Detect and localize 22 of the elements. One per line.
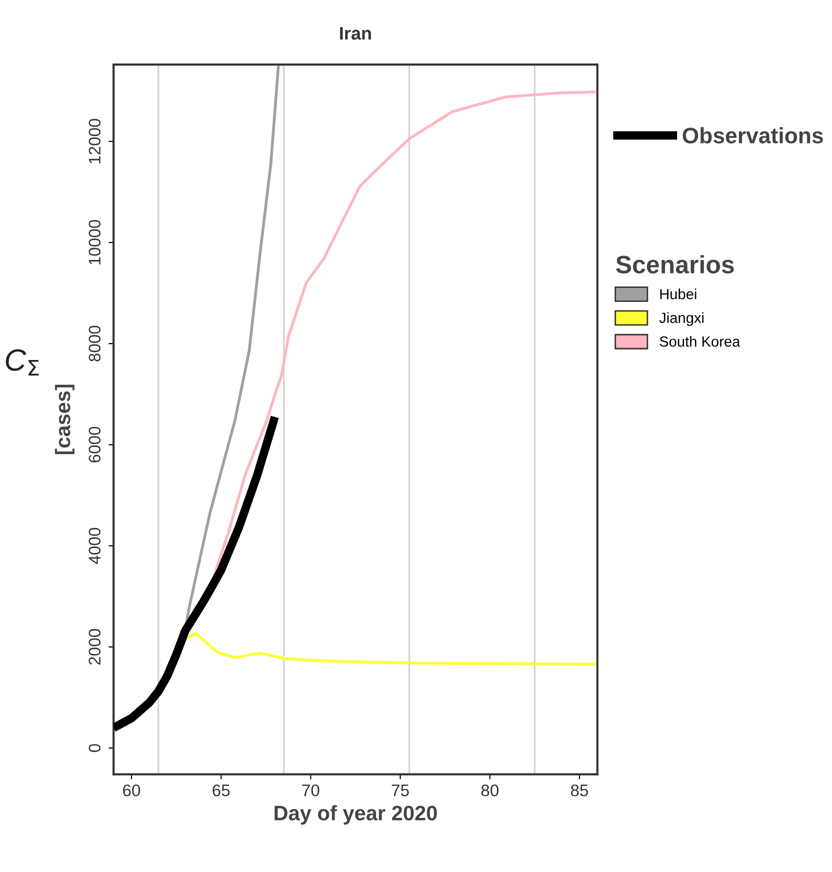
y-tick-label: 10000: [88, 220, 101, 264]
x-tick-label: 65: [212, 784, 230, 796]
legend-label: Jiangxi: [659, 312, 704, 326]
legend-label: South Korea: [660, 336, 740, 347]
x-tick-label: 85: [570, 784, 588, 796]
x-tick-label: 80: [481, 784, 498, 796]
y-tick-label: 8000: [88, 326, 101, 362]
y-tick-label: 0: [88, 744, 101, 752]
y-tick-label: 4000: [88, 528, 101, 564]
text: C$_{Σ}$: [6, 349, 39, 376]
x-tick-label: 75: [392, 784, 409, 796]
legend-label: Observations: [682, 127, 823, 144]
x-tick-label: 70: [302, 784, 320, 796]
x-tick-label: 60: [123, 784, 140, 796]
legend-title: Scenarios: [616, 255, 734, 274]
legend-label: Hubei: [660, 288, 696, 300]
x-axis-title: Day of year 2020: [274, 805, 437, 825]
y-tick-label: 12000: [88, 118, 101, 164]
y-axis-title: [cases]: [55, 384, 74, 454]
chart-title: Iran: [340, 27, 371, 40]
y-tick-label: 6000: [88, 426, 101, 462]
y-tick-label: 2000: [88, 629, 101, 665]
